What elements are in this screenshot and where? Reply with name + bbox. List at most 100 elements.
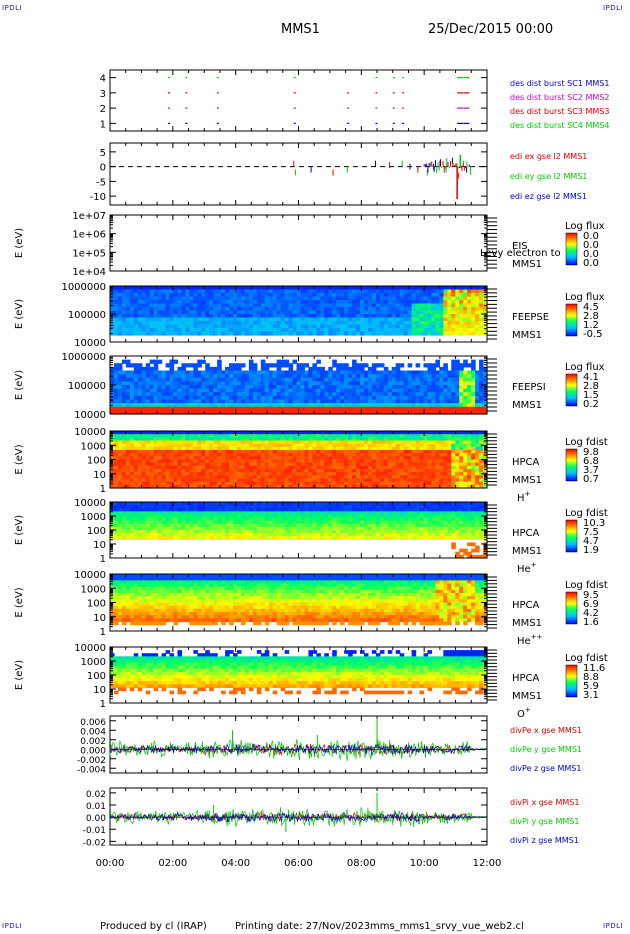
spectrogram-cell <box>455 472 460 476</box>
spectrogram-cell <box>157 374 163 379</box>
spectrogram-cell <box>225 399 230 404</box>
spectrogram-cell <box>348 403 353 408</box>
spectrogram-cell <box>225 462 230 467</box>
spectrogram-cell <box>252 331 258 336</box>
spectrogram-cell <box>411 293 417 298</box>
spectrogram-cell <box>121 310 127 315</box>
spectrogram-cell <box>141 328 147 333</box>
spectrogram-cell <box>201 310 206 315</box>
spectrogram-cell <box>213 370 218 375</box>
spectrogram-cell <box>205 481 210 486</box>
spectrogram-cell <box>407 370 413 375</box>
spectrogram-cell <box>483 307 488 312</box>
spectrogram-cell <box>383 465 389 470</box>
spectrogram-cell <box>117 440 123 445</box>
spectrogram-cell <box>117 465 123 470</box>
spectrogram-cell <box>177 317 183 322</box>
spectrogram-cell <box>427 324 433 329</box>
spectrogram-cell <box>256 388 262 393</box>
spectrogram-cell <box>451 328 456 333</box>
spectrogram-cell <box>165 303 171 308</box>
spectrogram-cell <box>348 434 353 438</box>
y-tick-label: 5 <box>100 148 106 159</box>
spectrogram-cell <box>475 392 480 397</box>
spectrogram-cell <box>415 317 421 322</box>
spectrogram-cell <box>240 388 246 393</box>
spectrogram-cell <box>117 437 123 442</box>
spectrogram-cell <box>248 328 254 333</box>
spectrogram-cell <box>121 328 127 333</box>
spectrogram-cell <box>157 462 163 467</box>
spectrogram-cell <box>256 446 262 451</box>
spectrogram-cell <box>356 289 361 294</box>
spectrogram-cell <box>121 403 127 408</box>
spectrogram-cell <box>300 388 306 393</box>
spectrogram-cell <box>177 443 183 448</box>
spectrogram-cell <box>391 481 397 486</box>
spectrogram-cell <box>419 324 425 329</box>
spectrogram-cell <box>185 478 190 483</box>
spectrogram-cell <box>371 478 377 483</box>
spectrogram-cell <box>209 300 214 305</box>
spectrogram-cell <box>205 377 210 382</box>
spectrogram-cell <box>316 331 321 336</box>
spectrogram-cell <box>121 431 127 435</box>
spectrogram-cell <box>137 465 143 470</box>
y-tick-label: 100000 <box>68 381 106 392</box>
spectrogram-cell <box>121 406 127 411</box>
spectrogram-cell <box>260 359 266 364</box>
spectrogram-cell <box>133 321 139 326</box>
spectrogram-cell <box>209 296 214 301</box>
spectrogram-cell <box>324 403 329 408</box>
spectrogram-cell <box>129 321 135 326</box>
spectrogram-cell <box>264 459 270 464</box>
spectrogram-cell <box>252 446 258 451</box>
spectrogram-cell <box>181 440 186 445</box>
spectrogram-cell <box>284 465 290 470</box>
spectrogram-cell <box>260 331 266 336</box>
spectrogram-cell <box>340 289 345 294</box>
spectrogram-cell <box>371 406 377 411</box>
spectrogram-cell <box>229 303 234 308</box>
spectrogram-cell <box>292 331 298 336</box>
spectrogram-cell <box>419 328 425 333</box>
spectrogram-cell <box>169 410 175 415</box>
spectrogram-cell <box>149 296 155 301</box>
spectrogram-cell <box>284 475 290 480</box>
spectrogram-cell <box>312 293 317 298</box>
spectrogram-cell <box>221 469 226 473</box>
spectrogram-cell <box>110 437 115 442</box>
spectrogram-cell <box>411 484 417 489</box>
spectrogram-cell <box>229 289 234 294</box>
spectrogram-cell <box>411 399 417 404</box>
spectrogram-cell <box>173 328 179 333</box>
spectrogram-cell <box>431 403 437 408</box>
spectrogram-cell <box>467 434 472 438</box>
spectrogram-cell <box>161 300 167 305</box>
spectrogram-cell <box>149 331 155 336</box>
spectrogram-cell <box>463 478 468 483</box>
spectrogram-cell <box>125 446 131 451</box>
spectrogram-cell <box>320 399 325 404</box>
spectrogram-cell <box>268 296 274 301</box>
spectrogram-cell <box>284 446 290 451</box>
spectrogram-cell <box>304 481 310 486</box>
y-tick-label: 100 <box>87 456 106 467</box>
spectrogram-cell <box>173 324 179 329</box>
spectrogram-cell <box>284 459 290 464</box>
spectrogram-cell <box>367 410 373 415</box>
spectrogram-cell <box>447 395 452 401</box>
spectrogram-cell <box>300 381 306 386</box>
spectrogram-cell <box>189 331 194 336</box>
spectrogram-cell <box>336 286 341 291</box>
spectrogram-cell <box>217 453 222 457</box>
spectrogram-cell <box>201 286 206 291</box>
spectrogram-cell <box>407 310 413 315</box>
spectrogram-cell <box>296 381 302 386</box>
spectrogram-cell <box>352 293 357 298</box>
spectrogram-cell <box>387 453 393 457</box>
spectrogram-cell <box>292 286 298 291</box>
spectrogram-cell <box>300 437 306 442</box>
colorbar-value: 4.5 <box>583 302 599 313</box>
spectrogram-cell <box>292 446 298 451</box>
